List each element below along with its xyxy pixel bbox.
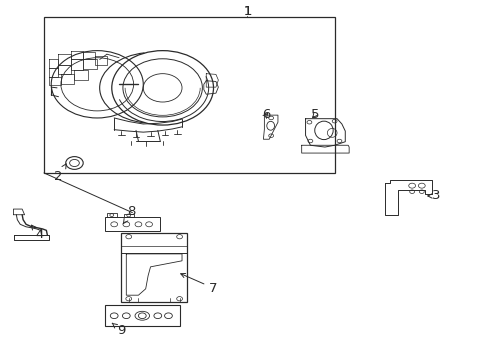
Bar (104, 306, 180, 326)
Bar (122, 233, 187, 302)
Text: 1: 1 (243, 5, 252, 18)
Text: 2: 2 (54, 164, 66, 183)
Text: 8: 8 (123, 206, 135, 224)
Text: 6: 6 (263, 108, 271, 121)
Text: 7: 7 (181, 274, 218, 294)
Text: 3: 3 (428, 189, 441, 202)
Bar (124, 214, 134, 217)
Text: 4: 4 (31, 225, 43, 242)
Text: 5: 5 (311, 108, 319, 121)
Bar (104, 217, 160, 231)
Text: 1: 1 (244, 5, 251, 18)
Bar (44, 17, 335, 173)
Text: 9: 9 (112, 323, 125, 337)
Bar (107, 213, 117, 217)
